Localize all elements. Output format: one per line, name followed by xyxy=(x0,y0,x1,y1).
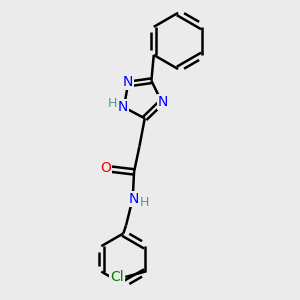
Text: O: O xyxy=(100,161,111,175)
Text: H: H xyxy=(108,97,117,110)
Text: Cl: Cl xyxy=(110,270,124,284)
Text: N: N xyxy=(123,75,133,89)
Text: N: N xyxy=(128,192,139,206)
Text: N: N xyxy=(158,95,168,109)
Text: H: H xyxy=(140,196,149,209)
Text: N: N xyxy=(117,100,128,114)
